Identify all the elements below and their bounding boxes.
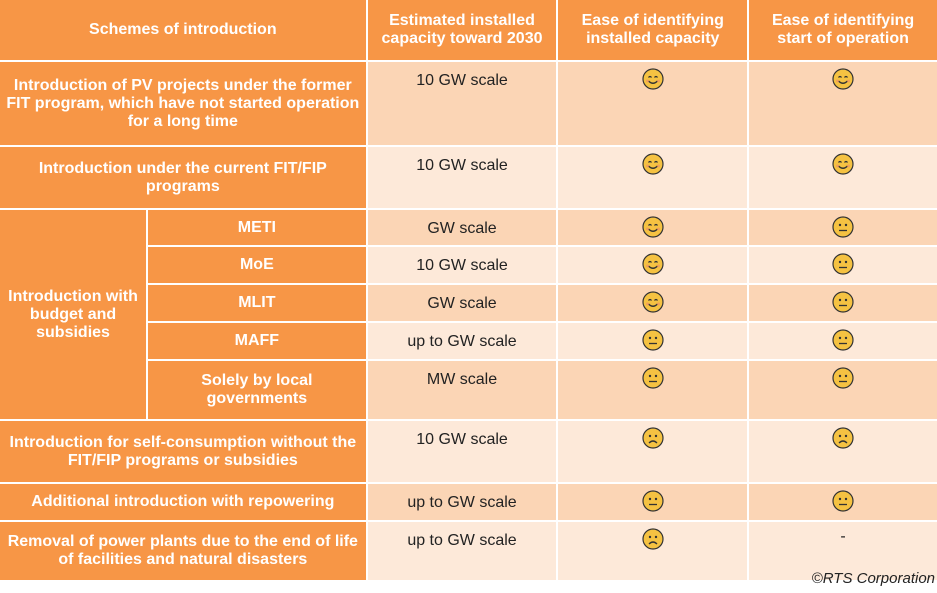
table-row: Removal of power plants due to the end o… xyxy=(0,522,937,580)
neutral-face-icon xyxy=(832,291,854,317)
installed-ease-cell xyxy=(558,285,748,321)
scheme-cell: MoE xyxy=(148,247,366,283)
installed-ease-cell xyxy=(558,522,748,580)
scheme-cell: Solely by local governments xyxy=(148,361,366,419)
capacity-cell: 10 GW scale xyxy=(367,147,557,208)
scheme-cell: MAFF xyxy=(148,323,366,359)
installed-ease-cell xyxy=(558,210,748,245)
scheme-cell: Removal of power plants due to the end o… xyxy=(0,522,366,580)
installed-ease-cell xyxy=(558,62,748,145)
scheme-cell: Introduction for self-consumption withou… xyxy=(0,421,366,482)
neutral-face-icon xyxy=(832,216,854,242)
start-ease-cell: - xyxy=(749,522,937,580)
table-row: MLIT GW scale xyxy=(0,285,937,321)
capacity-cell: GW scale xyxy=(367,285,557,321)
neutral-face-icon xyxy=(642,490,664,516)
header-capacity: Estimated installed capacity toward 2030 xyxy=(367,0,557,60)
capacity-cell: MW scale xyxy=(367,361,557,419)
smile-face-icon xyxy=(642,153,664,179)
table-row: Introduction of PV projects under the fo… xyxy=(0,62,937,145)
table-row: MAFF up to GW scale xyxy=(0,323,937,359)
dash-text: - xyxy=(840,528,846,545)
capacity-cell: GW scale xyxy=(367,210,557,245)
installed-ease-cell xyxy=(558,361,748,419)
start-ease-cell xyxy=(749,62,937,145)
header-row: Schemes of introduction Estimated instal… xyxy=(0,0,937,60)
header-start: Ease of identifying start of operation xyxy=(749,0,937,60)
smile-face-icon xyxy=(832,68,854,94)
scheme-cell: Additional introduction with repowering xyxy=(0,484,366,520)
table-row: MoE 10 GW scale xyxy=(0,247,937,283)
neutral-face-icon xyxy=(642,367,664,393)
smile-face-icon xyxy=(642,253,664,279)
start-ease-cell xyxy=(749,421,937,482)
installed-ease-cell xyxy=(558,323,748,359)
scheme-cell: Introduction of PV projects under the fo… xyxy=(0,62,366,145)
start-ease-cell xyxy=(749,484,937,520)
header-scheme: Schemes of introduction xyxy=(0,0,366,60)
frown-face-icon xyxy=(642,427,664,453)
start-ease-cell xyxy=(749,147,937,208)
scheme-cell: METI xyxy=(148,210,366,245)
neutral-face-icon xyxy=(642,329,664,355)
start-ease-cell xyxy=(749,323,937,359)
neutral-face-icon xyxy=(832,253,854,279)
table-row: Introduction with budget and subsidies ME… xyxy=(0,210,937,419)
scheme-cell: Introduction under the current FIT/FIP p… xyxy=(0,147,366,208)
capacity-cell: up to GW scale xyxy=(367,484,557,520)
table-row: Introduction for self-consumption withou… xyxy=(0,421,937,482)
header-installed: Ease of identifying installed capacity xyxy=(558,0,748,60)
neutral-face-icon xyxy=(832,367,854,393)
capacity-cell: up to GW scale xyxy=(367,522,557,580)
neutral-face-icon xyxy=(832,329,854,355)
installed-ease-cell xyxy=(558,484,748,520)
smile-face-icon xyxy=(832,153,854,179)
installed-ease-cell xyxy=(558,147,748,208)
group-label: Introduction with budget and subsidies xyxy=(0,210,147,419)
smile-face-icon xyxy=(642,68,664,94)
table-row: Introduction under the current FIT/FIP p… xyxy=(0,147,937,208)
start-ease-cell xyxy=(749,285,937,321)
table-row: Solely by local governments MW scale xyxy=(0,361,937,419)
capacity-cell: up to GW scale xyxy=(367,323,557,359)
frown-face-icon xyxy=(832,427,854,453)
smile-face-icon xyxy=(642,216,664,242)
scheme-cell: MLIT xyxy=(148,285,366,321)
table-row: Additional introduction with repowering u… xyxy=(0,484,937,520)
smile-face-icon xyxy=(642,291,664,317)
installed-ease-cell xyxy=(558,421,748,482)
start-ease-cell xyxy=(749,210,937,245)
start-ease-cell xyxy=(749,247,937,283)
frown-face-icon xyxy=(642,528,664,554)
copyright: ©RTS Corporation xyxy=(811,570,935,587)
installed-ease-cell xyxy=(558,247,748,283)
start-ease-cell xyxy=(749,361,937,419)
neutral-face-icon xyxy=(832,490,854,516)
capacity-cell: 10 GW scale xyxy=(367,247,557,283)
capacity-cell: 10 GW scale xyxy=(367,62,557,145)
capacity-cell: 10 GW scale xyxy=(367,421,557,482)
